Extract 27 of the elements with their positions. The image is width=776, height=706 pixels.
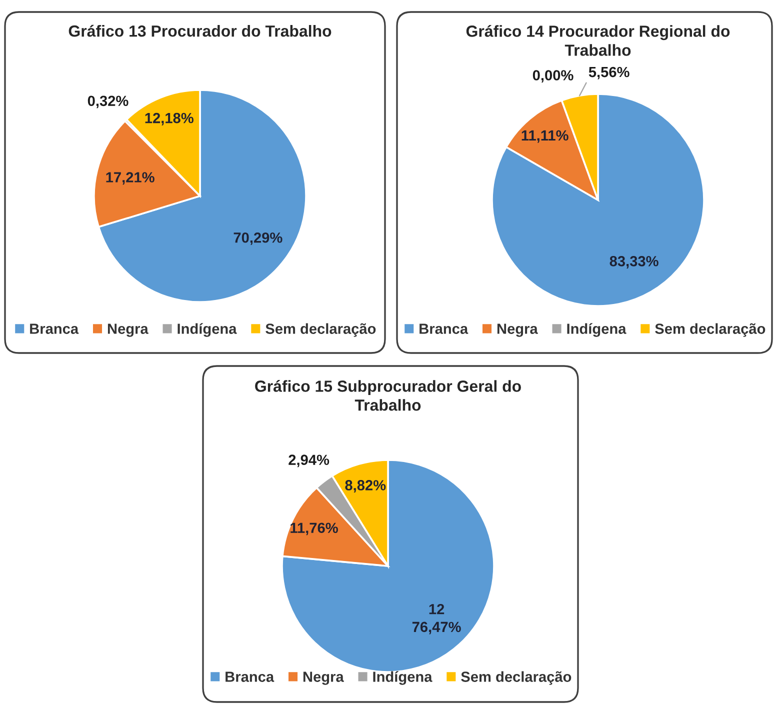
data-label: 17,21%: [106, 172, 154, 185]
chart-title: Gráfico 13 Procurador do Trabalho: [68, 24, 332, 37]
data-label: 70,29%: [234, 232, 282, 245]
legend-label: Branca: [226, 672, 274, 682]
chart-title: Gráfico 15 Subprocurador Geral do Trabalho: [255, 380, 521, 411]
data-label: 2,94%: [288, 454, 330, 468]
text: 0,00%: [532, 70, 574, 83]
data-label: 5,56%: [588, 66, 630, 80]
legend-label: Sem declaração: [655, 323, 766, 337]
data-label: 12,18%: [145, 112, 194, 126]
legend-label: Branca: [420, 324, 468, 334]
legend-label: Sem declaração: [266, 323, 376, 337]
data-label: 12 76,47%: [412, 604, 461, 634]
data-label: 8,82%: [345, 480, 386, 493]
legend-label: Indígena: [373, 671, 432, 685]
data-label: 11,11%: [522, 130, 568, 143]
chart-title: Gráfico 14 Procurador Regional do Trabalho: [466, 25, 730, 56]
legend-label: Negra: [497, 324, 538, 337]
data-label: 11,76%: [290, 522, 338, 536]
data-label: 83,33%: [610, 256, 658, 268]
data-label: 0,32%: [88, 96, 128, 108]
legend-label: Branca: [30, 324, 79, 334]
legend-label: Negra: [303, 672, 344, 685]
legend-label: Negra: [108, 324, 148, 337]
legend-label: Indígena: [567, 323, 626, 337]
legend-label: Indígena: [178, 323, 237, 337]
legend-label: Sem declaração: [461, 671, 572, 685]
